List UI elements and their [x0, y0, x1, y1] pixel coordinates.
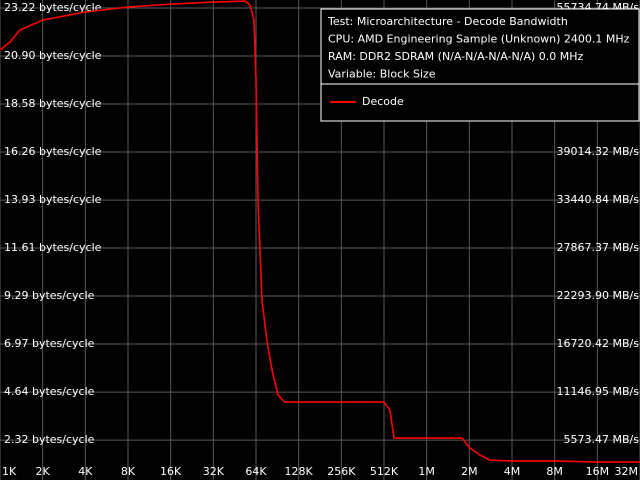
- info-text: CPU: AMD Engineering Sample (Unknown) 24…: [328, 33, 630, 46]
- y-tick-label: 2.32 bytes/cycle: [4, 433, 95, 446]
- y-tick-label: 13.93 bytes/cycle: [4, 193, 102, 206]
- x-tick-label: 128K: [285, 465, 314, 478]
- x-tick-label: 256K: [327, 465, 356, 478]
- legend-label: Decode: [362, 95, 404, 108]
- y-tick-label: 20.90 bytes/cycle: [4, 49, 102, 62]
- y-tick-label: 16.26 bytes/cycle: [4, 145, 102, 158]
- y2-tick-label: 22293.90 MB/s: [557, 289, 640, 302]
- legend: Test: Microarchitecture - Decode Bandwid…: [320, 8, 640, 122]
- legend-box: [320, 8, 640, 122]
- y-tick-label: 9.29 bytes/cycle: [4, 289, 95, 302]
- x-tick-label: 4M: [504, 465, 521, 478]
- y2-tick-label: 11146.95 MB/s: [557, 385, 640, 398]
- y-tick-label: 4.64 bytes/cycle: [4, 385, 95, 398]
- x-tick-label: 8M: [546, 465, 563, 478]
- x-tick-label: 32M: [615, 465, 639, 478]
- y-tick-label: 18.58 bytes/cycle: [4, 97, 102, 110]
- y2-tick-label: 16720.42 MB/s: [557, 337, 640, 350]
- x-tick-label: 64K: [245, 465, 267, 478]
- info-text: Test: Microarchitecture - Decode Bandwid…: [327, 15, 568, 28]
- y-tick-label: 6.97 bytes/cycle: [4, 337, 95, 350]
- y2-tick-label: 5573.47 MB/s: [564, 433, 640, 446]
- x-tick-label: 32K: [203, 465, 225, 478]
- info-text: Variable: Block Size: [328, 68, 436, 81]
- x-tick-label: 16M: [586, 465, 610, 478]
- y-tick-label: 23.22 bytes/cycle: [4, 1, 102, 14]
- x-tick-label: 8K: [121, 465, 136, 478]
- x-tick-label: 4K: [78, 465, 93, 478]
- info-text: RAM: DDR2 SDRAM (N/A-N/A-N/A-N/A) 0.0 MH…: [328, 50, 584, 63]
- x-tick-label: 1K: [2, 465, 17, 478]
- y2-tick-label: 27867.37 MB/s: [557, 241, 640, 254]
- y2-tick-label: 33440.84 MB/s: [557, 193, 640, 206]
- x-tick-label: 2M: [461, 465, 478, 478]
- data-line: [0, 0, 640, 463]
- x-tick-label: 1M: [418, 465, 435, 478]
- plot: [0, 0, 640, 463]
- x-tick-label: 2K: [36, 465, 51, 478]
- y2-tick-label: 39014.32 MB/s: [557, 145, 640, 158]
- y-tick-label: 11.61 bytes/cycle: [4, 241, 102, 254]
- x-tick-label: 512K: [370, 465, 399, 478]
- x-tick-label: 16K: [160, 465, 182, 478]
